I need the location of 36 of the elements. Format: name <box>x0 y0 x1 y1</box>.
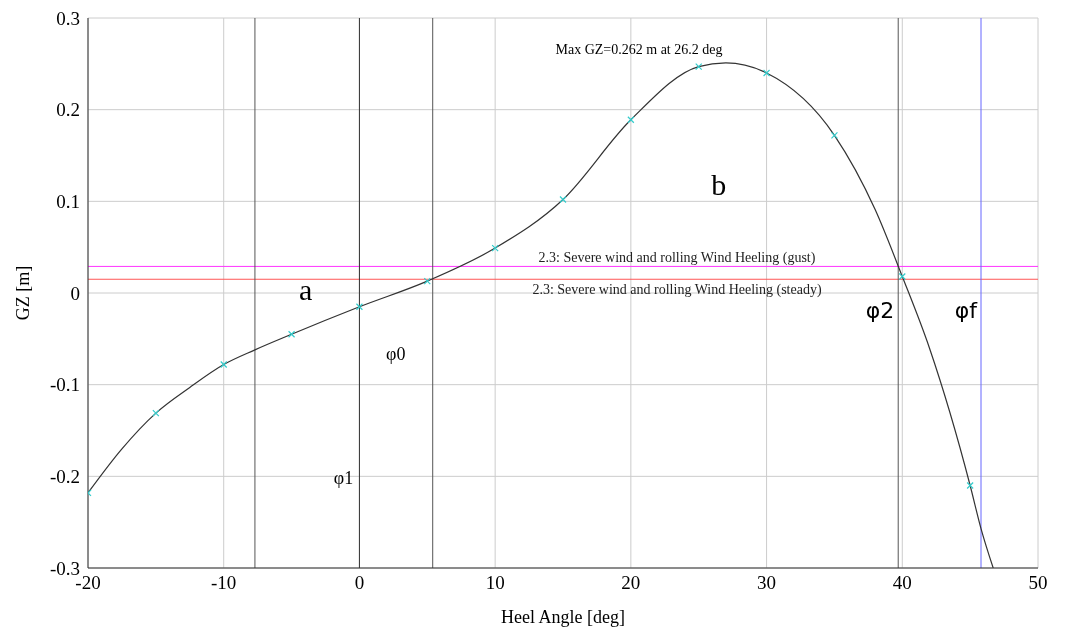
annotation: φ1 <box>333 468 354 489</box>
y-tick-label: -0.1 <box>49 374 80 396</box>
point <box>559 195 567 204</box>
point <box>627 116 635 124</box>
point <box>762 69 771 77</box>
ref-line-label: 2.3: Severe wind and rolling Wind Heeling (gust) <box>538 250 816 267</box>
point <box>830 131 839 139</box>
annotation: a <box>298 272 313 306</box>
annotation: φ0 <box>386 344 406 365</box>
point <box>423 277 431 285</box>
x-tick-label: 0 <box>354 572 365 594</box>
y-tick-label: 0.3 <box>56 7 80 29</box>
x-axis-title: Heel Angle [deg] <box>501 607 625 627</box>
ref-line-label: φf <box>954 298 979 323</box>
x-tick-label: 20 <box>621 572 641 594</box>
y-tick-label: 0.2 <box>56 99 80 121</box>
y-axis-title: GZ [m] <box>13 265 34 321</box>
x-tick-label: -10 <box>211 572 237 594</box>
ref-line-label: 2.3: Severe wind and rolling Wind Heeling (steady) <box>532 282 822 299</box>
point <box>220 360 228 369</box>
point <box>695 62 703 71</box>
annotation: Max GZ=0.262 m at 26.2 deg <box>555 42 723 58</box>
x-tick-label: 50 <box>1028 572 1048 594</box>
y-tick-label: -0.3 <box>49 557 80 579</box>
point <box>898 272 906 281</box>
point <box>287 330 296 338</box>
x-tick-label: 10 <box>485 572 505 594</box>
y-tick-label: 0.1 <box>56 191 80 213</box>
ref-line-label: φ2 <box>865 298 895 323</box>
annotation: b <box>711 168 727 202</box>
x-tick-label: 30 <box>757 572 777 594</box>
y-tick-label: -0.2 <box>49 466 80 488</box>
x-tick-label: 40 <box>892 572 912 594</box>
point <box>966 481 974 490</box>
y-tick-label: 0 <box>70 282 80 304</box>
point <box>355 303 364 311</box>
